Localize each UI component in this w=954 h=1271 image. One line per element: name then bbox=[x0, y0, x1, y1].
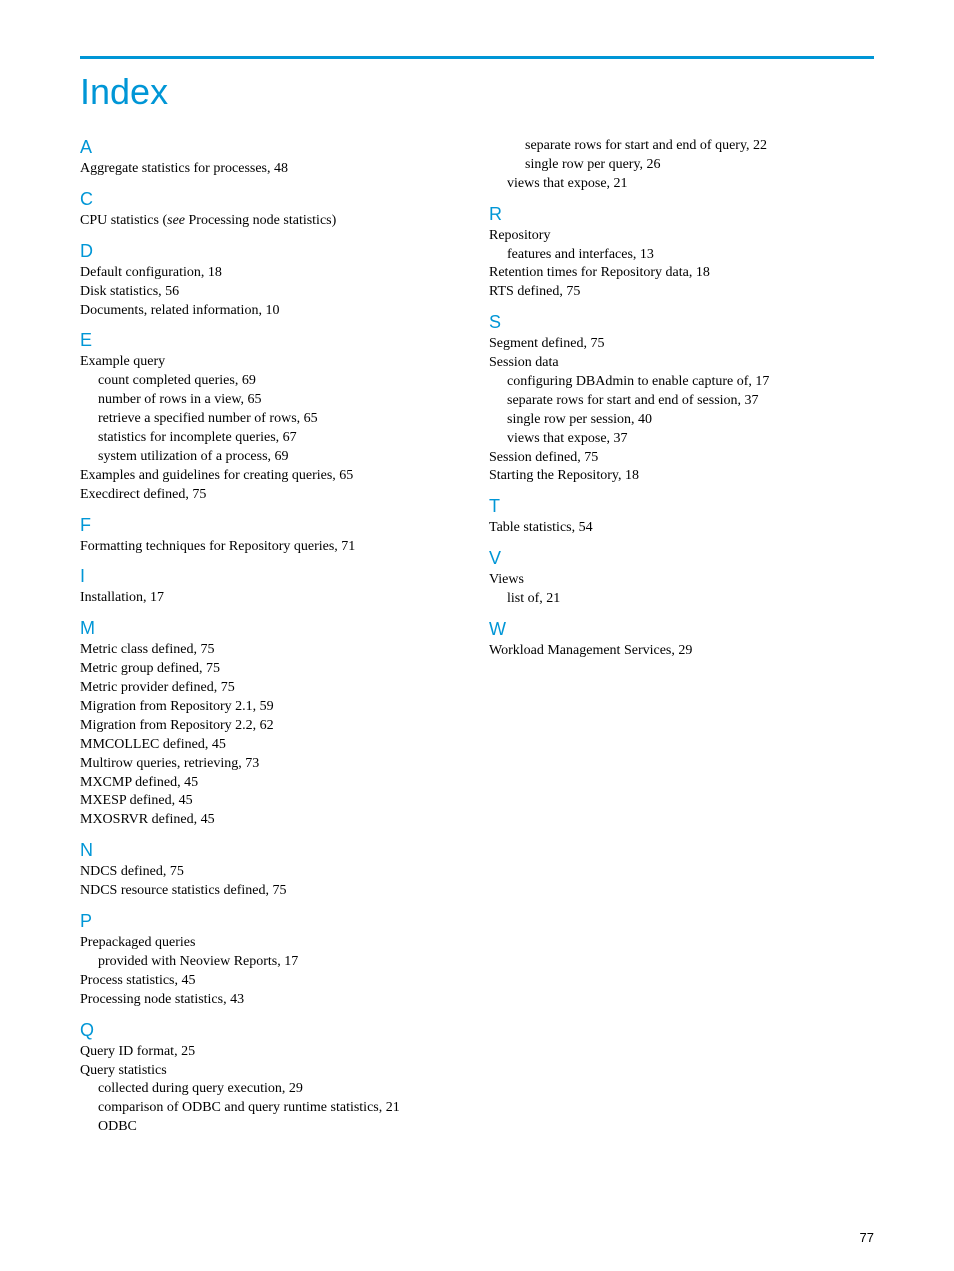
index-entry: Retention times for Repository data, 18 bbox=[489, 264, 874, 283]
index-columns: A Aggregate statistics for processes, 48 C… bbox=[80, 137, 874, 1137]
section-letter-T: T bbox=[489, 496, 874, 517]
index-entry: single row per session, 40 bbox=[489, 411, 874, 430]
section-letter-P: P bbox=[80, 911, 465, 932]
index-entry: Query ID format, 25 bbox=[80, 1043, 465, 1062]
index-entry: Documents, related information, 10 bbox=[80, 302, 465, 321]
index-entry: Aggregate statistics for processes, 48 bbox=[80, 160, 465, 179]
index-entry: Workload Management Services, 29 bbox=[489, 642, 874, 661]
section-letter-W: W bbox=[489, 619, 874, 640]
header-rule bbox=[80, 56, 874, 59]
index-entry: CPU statistics (see Processing node stat… bbox=[80, 212, 465, 231]
index-entry: Examples and guidelines for creating que… bbox=[80, 467, 465, 486]
index-entry: Process statistics, 45 bbox=[80, 972, 465, 991]
section-letter-S: S bbox=[489, 312, 874, 333]
index-entry: views that expose, 21 bbox=[489, 175, 874, 194]
index-entry: count completed queries, 69 bbox=[80, 372, 465, 391]
page-number: 77 bbox=[860, 1230, 874, 1245]
index-entry: provided with Neoview Reports, 17 bbox=[80, 953, 465, 972]
index-entry: number of rows in a view, 65 bbox=[80, 391, 465, 410]
section-letter-D: D bbox=[80, 241, 465, 262]
index-entry: separate rows for start and end of sessi… bbox=[489, 392, 874, 411]
index-entry: MXESP defined, 45 bbox=[80, 792, 465, 811]
section-letter-C: C bbox=[80, 189, 465, 210]
index-entry: MXOSRVR defined, 45 bbox=[80, 811, 465, 830]
index-entry: NDCS defined, 75 bbox=[80, 863, 465, 882]
index-entry: system utilization of a process, 69 bbox=[80, 448, 465, 467]
section-letter-R: R bbox=[489, 204, 874, 225]
index-entry: Segment defined, 75 bbox=[489, 335, 874, 354]
index-entry: Execdirect defined, 75 bbox=[80, 486, 465, 505]
index-entry: NDCS resource statistics defined, 75 bbox=[80, 882, 465, 901]
index-entry: Migration from Repository 2.2, 62 bbox=[80, 717, 465, 736]
index-entry: Metric class defined, 75 bbox=[80, 641, 465, 660]
section-letter-M: M bbox=[80, 618, 465, 639]
index-entry: ODBC bbox=[80, 1118, 465, 1137]
index-entry: Metric group defined, 75 bbox=[80, 660, 465, 679]
section-letter-F: F bbox=[80, 515, 465, 536]
index-entry: Query statistics bbox=[80, 1062, 465, 1081]
index-entry: comparison of ODBC and query runtime sta… bbox=[80, 1099, 465, 1118]
index-entry: single row per query, 26 bbox=[489, 156, 874, 175]
index-entry: Installation, 17 bbox=[80, 589, 465, 608]
right-column: separate rows for start and end of query… bbox=[489, 137, 874, 1137]
index-entry: Session defined, 75 bbox=[489, 449, 874, 468]
section-letter-N: N bbox=[80, 840, 465, 861]
index-entry: Repository bbox=[489, 227, 874, 246]
page-title: Index bbox=[80, 71, 874, 113]
index-entry: features and interfaces, 13 bbox=[489, 246, 874, 265]
index-entry: Prepackaged queries bbox=[80, 934, 465, 953]
index-entry: collected during query execution, 29 bbox=[80, 1080, 465, 1099]
section-letter-A: A bbox=[80, 137, 465, 158]
index-entry: Session data bbox=[489, 354, 874, 373]
index-entry: Disk statistics, 56 bbox=[80, 283, 465, 302]
index-entry: Views bbox=[489, 571, 874, 590]
section-letter-I: I bbox=[80, 566, 465, 587]
section-letter-V: V bbox=[489, 548, 874, 569]
index-entry: Table statistics, 54 bbox=[489, 519, 874, 538]
index-entry: Default configuration, 18 bbox=[80, 264, 465, 283]
index-entry: statistics for incomplete queries, 67 bbox=[80, 429, 465, 448]
index-entry: Starting the Repository, 18 bbox=[489, 467, 874, 486]
index-entry: views that expose, 37 bbox=[489, 430, 874, 449]
index-entry: Multirow queries, retrieving, 73 bbox=[80, 755, 465, 774]
index-entry: MMCOLLEC defined, 45 bbox=[80, 736, 465, 755]
index-entry: Formatting techniques for Repository que… bbox=[80, 538, 465, 557]
index-entry: RTS defined, 75 bbox=[489, 283, 874, 302]
index-entry: Metric provider defined, 75 bbox=[80, 679, 465, 698]
index-entry: Example query bbox=[80, 353, 465, 372]
index-entry: Migration from Repository 2.1, 59 bbox=[80, 698, 465, 717]
section-letter-E: E bbox=[80, 330, 465, 351]
index-entry: retrieve a specified number of rows, 65 bbox=[80, 410, 465, 429]
index-entry: separate rows for start and end of query… bbox=[489, 137, 874, 156]
left-column: A Aggregate statistics for processes, 48 C… bbox=[80, 137, 465, 1137]
index-entry: Processing node statistics, 43 bbox=[80, 991, 465, 1010]
section-letter-Q: Q bbox=[80, 1020, 465, 1041]
index-entry: configuring DBAdmin to enable capture of… bbox=[489, 373, 874, 392]
index-entry: MXCMP defined, 45 bbox=[80, 774, 465, 793]
index-entry: list of, 21 bbox=[489, 590, 874, 609]
